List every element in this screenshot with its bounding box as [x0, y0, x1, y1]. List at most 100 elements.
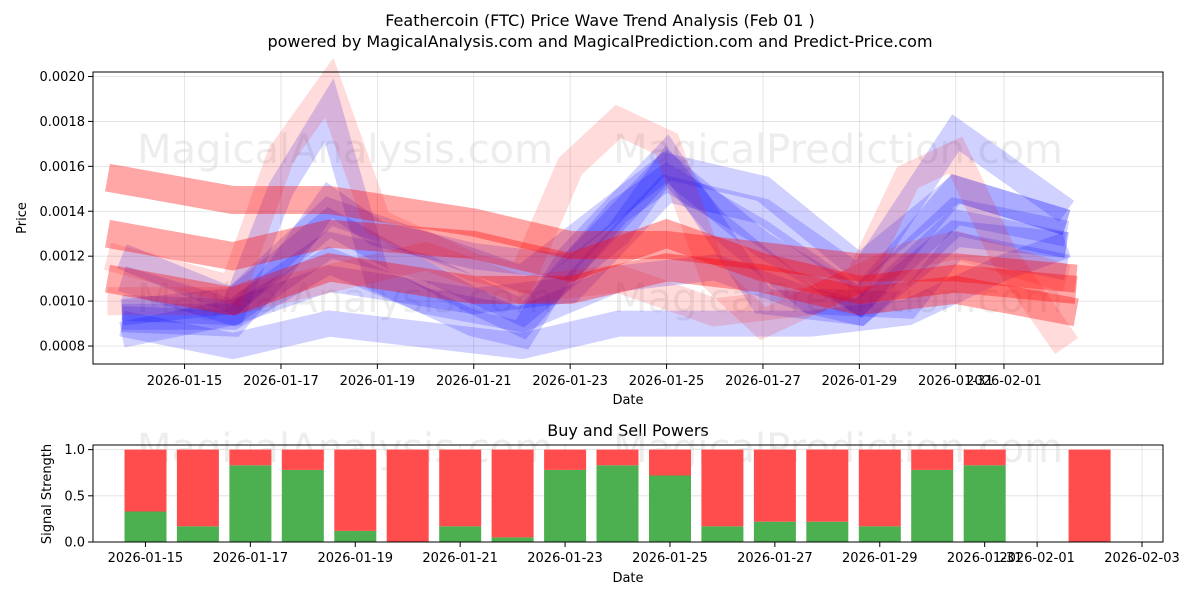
- sell-bar: [229, 449, 272, 466]
- sell-bar: [806, 449, 849, 522]
- price-x-tick-label: 2026-01-31: [918, 374, 994, 389]
- price-plot-frame: [92, 71, 1164, 365]
- price-wave-series-blue-2: [120, 149, 1070, 326]
- price-y-tick-label: 0.0016: [40, 160, 86, 175]
- watermark-analysis-top: MagicalAnalysis.com: [137, 127, 553, 173]
- price-x-label: Date: [612, 393, 643, 408]
- buy-bar: [858, 526, 901, 542]
- signal-x-tick-label: 2026-01-29: [842, 551, 918, 566]
- price-x-tick-label: 2026-01-29: [822, 374, 898, 389]
- price-x-tick-label: 2026-01-19: [340, 374, 416, 389]
- signal-x-tick-label: 2026-01-19: [317, 551, 393, 566]
- price-wave-series-blue-4: [119, 114, 1075, 348]
- price-y-label: Price: [15, 202, 30, 234]
- sell-bar: [544, 449, 587, 470]
- sell-bar: [753, 449, 796, 522]
- price-y-axis: 0.0008 0.0010 0.0012 0.0014 0.0016 0.0018 0.00…: [40, 70, 93, 355]
- signal-x-label: Date: [612, 571, 643, 586]
- price-x-tick-label: 2026-01-21: [436, 374, 512, 389]
- sell-bar: [911, 449, 954, 470]
- price-wave-series-blue-3: [117, 162, 1071, 340]
- sell-bar: [1068, 449, 1111, 542]
- buy-bar: [491, 537, 534, 542]
- buy-bar: [439, 526, 482, 542]
- signal-y-label: Signal Strength: [40, 444, 55, 544]
- signal-x-tick-label: 2026-02-03: [1104, 551, 1180, 566]
- sell-bar: [124, 449, 167, 512]
- price-y-tick-label: 0.0008: [40, 340, 86, 355]
- buy-bar: [701, 526, 744, 542]
- price-x-tick-label: 2026-01-23: [532, 374, 608, 389]
- buy-bar: [124, 511, 167, 542]
- price-series: [103, 57, 1079, 360]
- signal-y-axis: 0.0 0.5 1.0: [64, 443, 93, 551]
- price-wave-series-blue-0: [121, 151, 1071, 337]
- buy-bar: [596, 465, 639, 542]
- buy-bar: [229, 465, 272, 542]
- price-wave-series-red-8: [105, 163, 1078, 293]
- price-y-tick-label: 0.0014: [40, 205, 86, 220]
- sell-bar: [701, 449, 744, 527]
- buy-bar: [649, 475, 691, 542]
- price-wave-series-blue-1: [121, 78, 1070, 350]
- sell-bar: [386, 449, 429, 542]
- signal-x-tick-label: 2026-01-25: [632, 551, 708, 566]
- signal-x-tick-label: 2026-01-17: [213, 551, 289, 566]
- signal-y-tick-label: 0.5: [64, 489, 85, 504]
- price-y-tick-label: 0.0020: [40, 70, 86, 85]
- price-wave-series-red-12: [107, 230, 1071, 327]
- watermark-prediction-mid: MagicalPrediction.com: [613, 276, 1063, 322]
- buy-bar: [281, 469, 324, 542]
- price-x-tick-label: 2026-01-17: [243, 374, 319, 389]
- buy-bar: [544, 469, 587, 542]
- buy-bar: [963, 465, 1006, 542]
- signal-x-tick-label: 2026-01-31: [947, 551, 1023, 566]
- signal-x-tick-label: 2026-01-23: [527, 551, 603, 566]
- watermark-analysis-mid: MagicalAnalysis.com: [137, 276, 553, 322]
- signal-y-tick-label: 0.0: [64, 536, 85, 551]
- sell-bar: [858, 449, 901, 527]
- price-panel: MagicalAnalysis.com MagicalPrediction.co…: [15, 57, 1164, 408]
- sell-bar: [596, 449, 639, 466]
- price-wave-series-red-11: [103, 57, 1079, 355]
- price-x-tick-label: 2026-02-01: [966, 374, 1042, 389]
- sell-bar: [334, 449, 377, 531]
- sell-bar: [963, 449, 1006, 466]
- sell-bar: [439, 449, 482, 527]
- price-x-tick-label: 2026-01-25: [629, 374, 705, 389]
- signal-plot-frame: [92, 444, 1164, 543]
- buy-bar: [753, 521, 796, 542]
- chart-title: Feathercoin (FTC) Price Wave Trend Analy…: [385, 11, 815, 30]
- sell-bar: [491, 449, 534, 538]
- signal-x-tick-label: 2026-02-01: [999, 551, 1075, 566]
- signal-panel: Buy and Sell Powers MagicalAnalysis.com …: [40, 421, 1180, 586]
- price-grid: [93, 72, 1163, 364]
- price-x-tick-label: 2026-01-27: [725, 374, 801, 389]
- price-wave-series-red-10: [105, 253, 1079, 327]
- price-x-tick-label: 2026-01-15: [147, 374, 223, 389]
- sell-bar: [281, 449, 324, 470]
- signal-x-tick-label: 2026-01-15: [108, 551, 184, 566]
- price-wave-series-blue-7: [121, 230, 1070, 333]
- buy-bar: [911, 469, 954, 542]
- price-wave-series-blue-5: [118, 145, 1068, 328]
- signal-bars: [124, 449, 1111, 542]
- sell-bar: [176, 449, 219, 527]
- price-y-tick-label: 0.0018: [40, 115, 86, 130]
- buy-bar: [334, 530, 377, 542]
- buy-bar: [176, 526, 219, 542]
- signal-x-tick-label: 2026-01-21: [422, 551, 498, 566]
- price-wave-series-blue-6: [119, 232, 1071, 360]
- buy-bar: [806, 521, 849, 542]
- signal-y-tick-label: 1.0: [64, 443, 85, 458]
- price-y-tick-label: 0.0012: [40, 250, 86, 265]
- chart-subtitle: powered by MagicalAnalysis.com and Magic…: [267, 32, 932, 51]
- sell-bar: [649, 449, 691, 476]
- price-y-tick-label: 0.0010: [40, 295, 86, 310]
- signal-title: Buy and Sell Powers: [547, 421, 709, 440]
- price-x-axis: 2026-01-15 2026-01-17 2026-01-19 2026-01-21…: [147, 364, 1042, 389]
- signal-x-tick-label: 2026-01-27: [737, 551, 813, 566]
- price-wave-series-red-9: [105, 218, 1078, 305]
- signal-x-axis: 2026-01-15 2026-01-17 2026-01-19 2026-01-21…: [108, 542, 1180, 566]
